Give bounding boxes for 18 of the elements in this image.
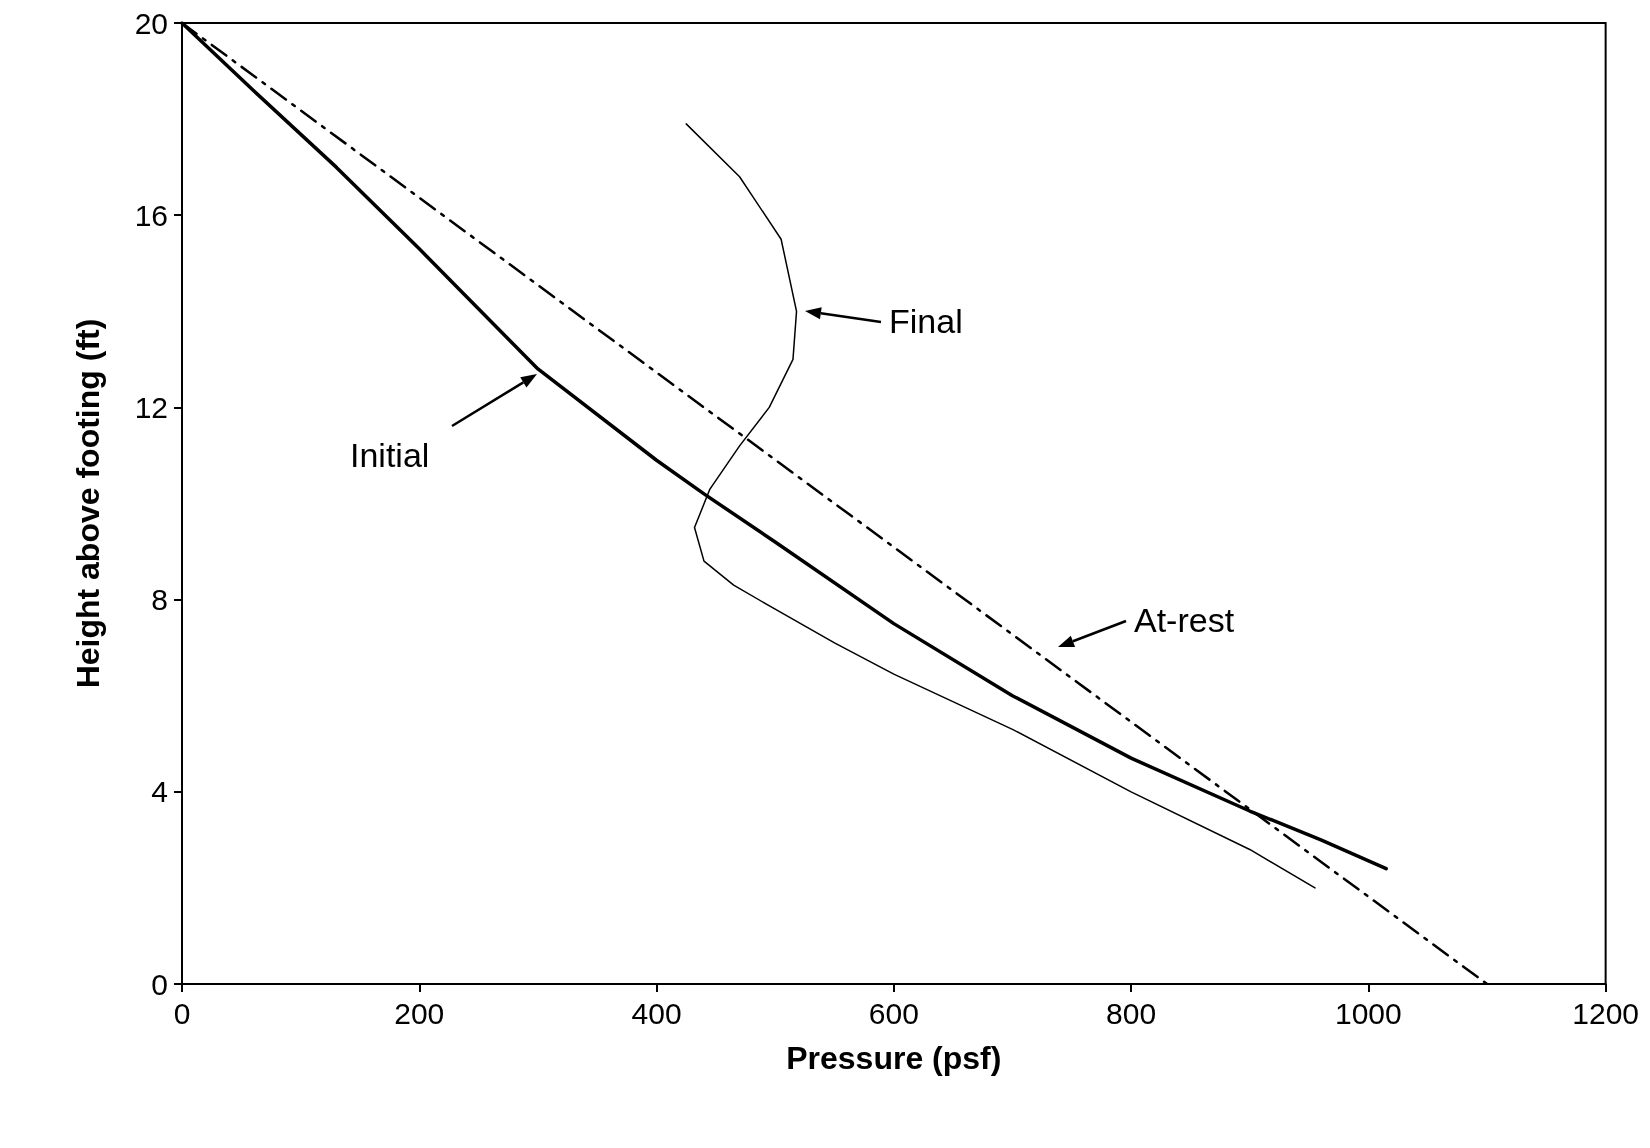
y-tick-label: 4 (151, 775, 168, 809)
x-tick-label: 600 (868, 996, 919, 1030)
y-tick-label: 20 (134, 6, 168, 40)
annotation: Final (889, 301, 963, 340)
x-tick-label: 200 (394, 996, 445, 1030)
y-tick-label: 16 (134, 198, 168, 232)
x-tick-label: 1200 (1572, 996, 1640, 1030)
y-tick-label: 8 (151, 583, 168, 617)
x-axis-title: Pressure (psf) (786, 1040, 1002, 1076)
annotation: Initial (350, 435, 430, 474)
x-tick-label: 0 (173, 996, 191, 1030)
x-tick-label: 1000 (1334, 996, 1402, 1030)
y-tick-label: 0 (151, 967, 168, 1001)
annotation: At-rest (1134, 600, 1235, 639)
x-tick-label: 800 (1106, 996, 1157, 1030)
x-tick-label: 400 (631, 996, 682, 1030)
y-tick-label: 12 (134, 390, 168, 424)
y-axis-title: Height above footing (ft) (70, 318, 106, 689)
